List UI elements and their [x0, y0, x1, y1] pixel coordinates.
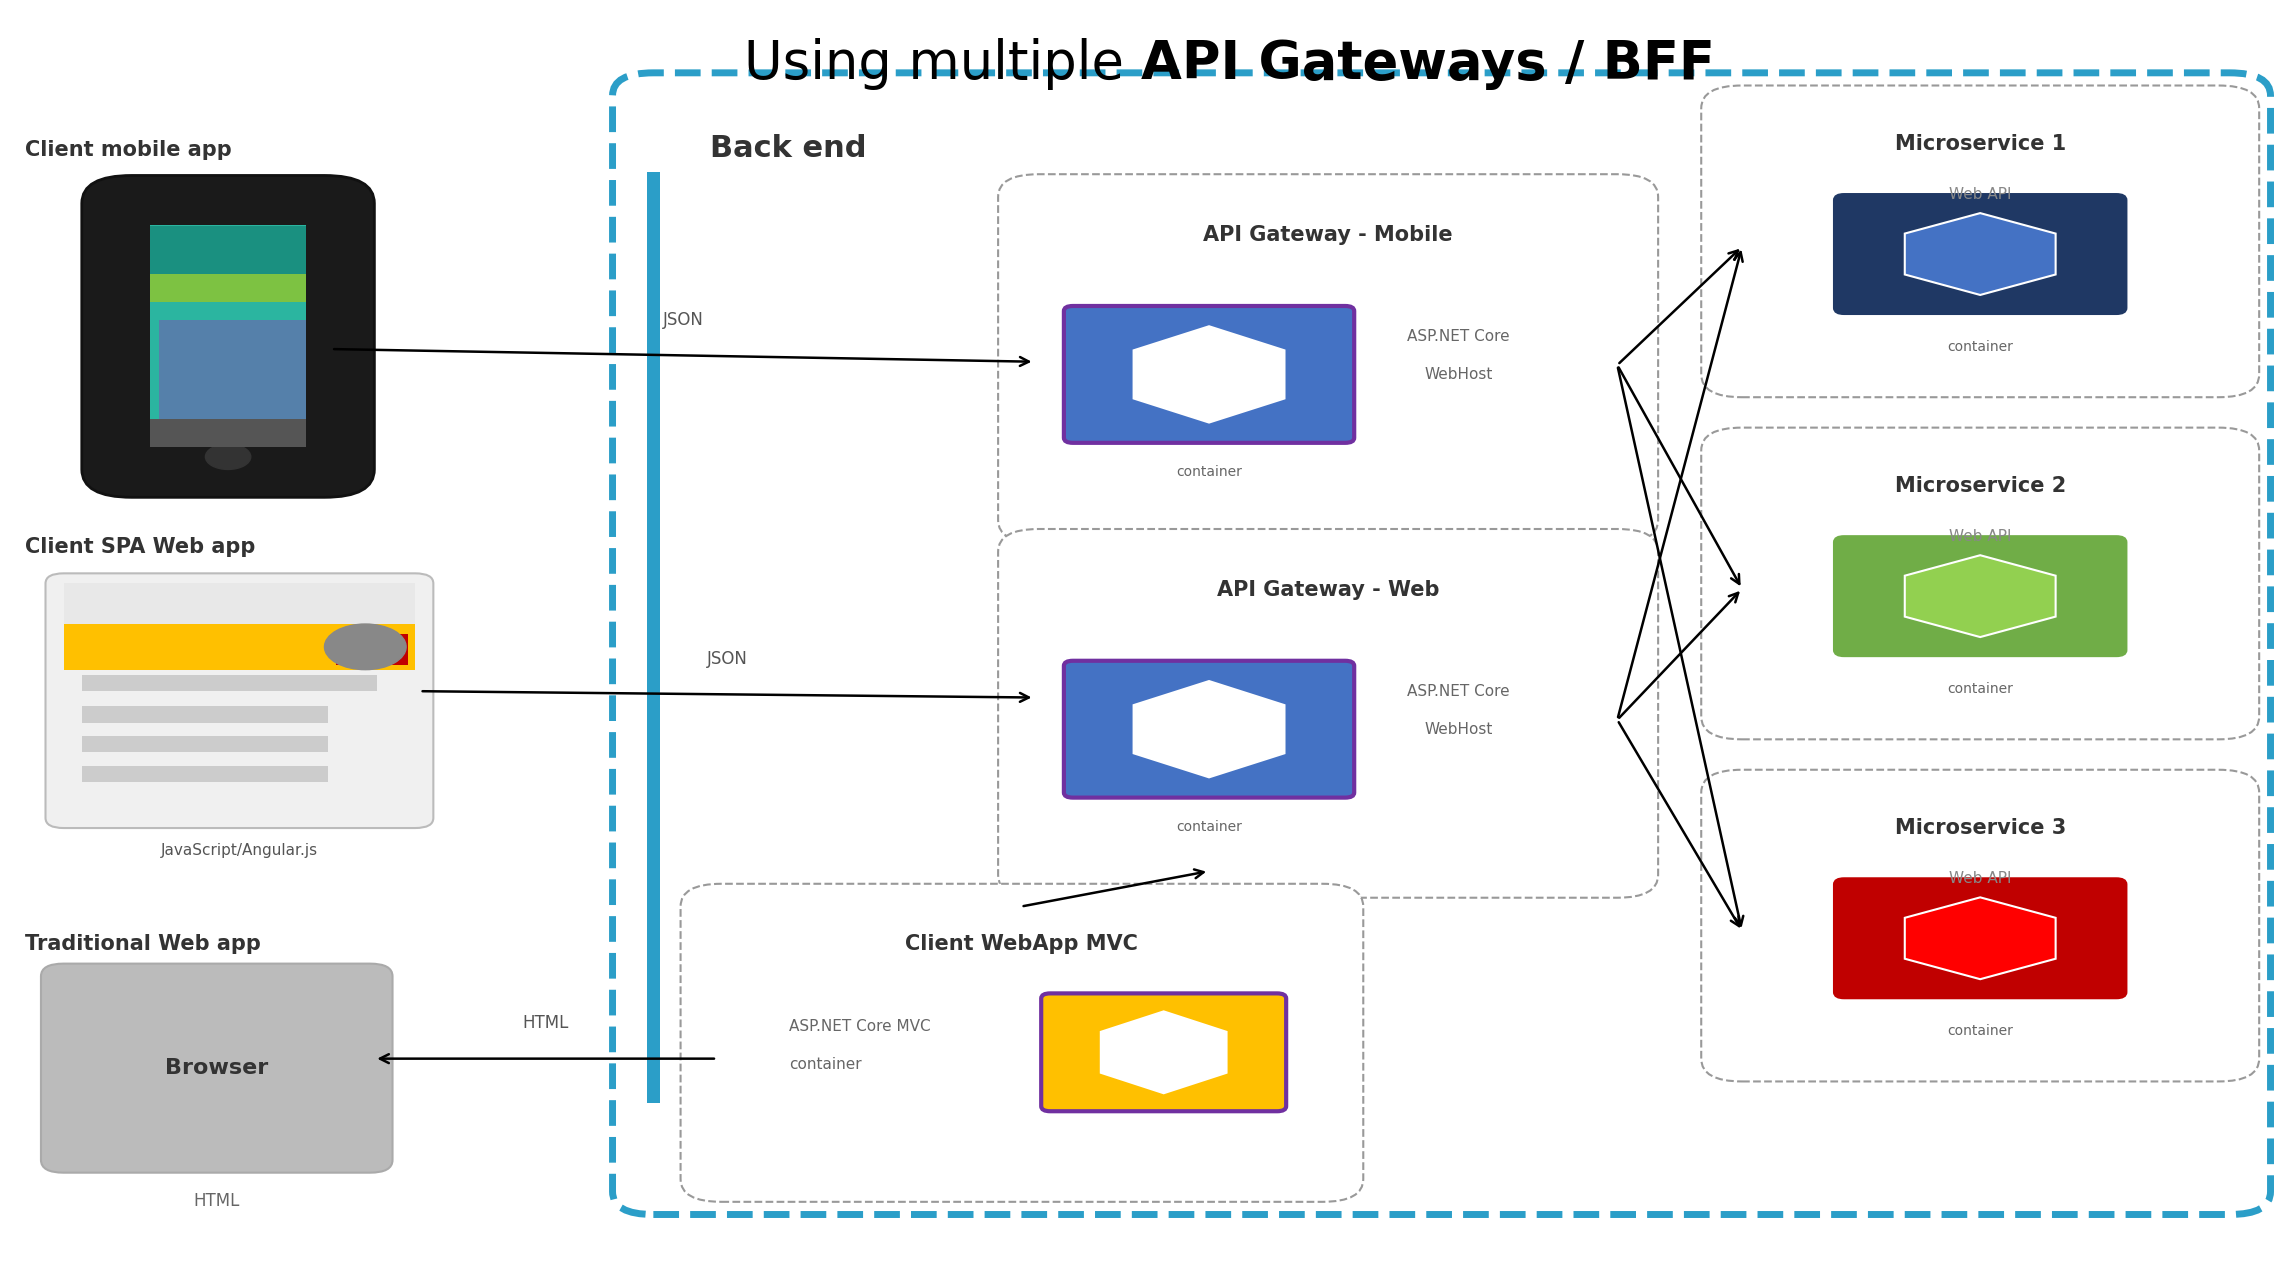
Bar [82, 675, 377, 692]
Text: API Gateway - Mobile: API Gateway - Mobile [1203, 225, 1454, 245]
Text: ASP.NET Core: ASP.NET Core [1408, 684, 1511, 698]
Text: WebHost: WebHost [1424, 721, 1492, 737]
Bar [64, 583, 415, 624]
FancyBboxPatch shape [41, 963, 393, 1172]
Text: Microservice 3: Microservice 3 [1894, 817, 2065, 838]
Polygon shape [1134, 681, 1285, 778]
Text: Back end: Back end [710, 133, 867, 163]
Text: container: container [790, 1058, 863, 1072]
FancyBboxPatch shape [1063, 306, 1353, 443]
Bar [151, 274, 306, 302]
Polygon shape [1905, 555, 2056, 637]
Bar [82, 735, 329, 752]
Text: Traditional Web app: Traditional Web app [25, 934, 260, 954]
Text: WebHost: WebHost [1424, 366, 1492, 382]
Circle shape [205, 445, 251, 469]
Text: HTML: HTML [523, 1015, 568, 1032]
FancyBboxPatch shape [1041, 993, 1287, 1111]
Text: container: container [1947, 1024, 2013, 1038]
Text: API Gateway - Web: API Gateway - Web [1216, 580, 1440, 600]
Text: ASP.NET Core: ASP.NET Core [1408, 329, 1511, 343]
Text: Client WebApp MVC: Client WebApp MVC [906, 934, 1139, 954]
Text: JSON: JSON [662, 311, 703, 329]
FancyBboxPatch shape [1835, 537, 2125, 655]
FancyBboxPatch shape [997, 529, 1659, 898]
FancyBboxPatch shape [1700, 770, 2259, 1081]
FancyBboxPatch shape [680, 884, 1362, 1202]
Text: Web API: Web API [1949, 529, 2010, 544]
Bar [160, 320, 306, 447]
Text: Web API: Web API [1949, 187, 2010, 202]
Bar [151, 225, 306, 447]
FancyBboxPatch shape [997, 174, 1659, 543]
FancyBboxPatch shape [1063, 661, 1353, 798]
Polygon shape [1905, 898, 2056, 979]
Text: Browser: Browser [164, 1058, 269, 1079]
Text: container: container [1175, 820, 1241, 834]
Bar [335, 634, 408, 665]
Text: ASP.NET Core MVC: ASP.NET Core MVC [790, 1020, 931, 1035]
Text: container: container [1947, 339, 2013, 354]
FancyBboxPatch shape [1835, 195, 2125, 313]
Text: API Gateways / BFF: API Gateways / BFF [1141, 38, 1714, 90]
Text: Client mobile app: Client mobile app [25, 140, 233, 160]
Text: HTML: HTML [194, 1191, 240, 1209]
Bar [64, 624, 415, 670]
Text: Using multiple: Using multiple [744, 38, 1141, 90]
Text: Microservice 2: Microservice 2 [1894, 475, 2065, 496]
Text: Client SPA Web app: Client SPA Web app [25, 537, 256, 557]
Text: JSON: JSON [707, 649, 748, 667]
FancyBboxPatch shape [1700, 428, 2259, 739]
Bar [151, 227, 306, 274]
Bar [646, 172, 659, 1103]
FancyBboxPatch shape [46, 574, 434, 828]
FancyBboxPatch shape [82, 175, 374, 497]
Bar [82, 766, 329, 783]
FancyBboxPatch shape [1835, 879, 2125, 997]
Bar [82, 706, 329, 722]
Text: container: container [1947, 681, 2013, 696]
Polygon shape [1100, 1012, 1225, 1093]
Circle shape [324, 624, 406, 670]
Text: container: container [1175, 465, 1241, 479]
Text: JavaScript/Angular.js: JavaScript/Angular.js [160, 843, 317, 858]
FancyBboxPatch shape [1700, 86, 2259, 397]
Polygon shape [1905, 213, 2056, 295]
Bar [151, 419, 306, 447]
Text: Microservice 1: Microservice 1 [1894, 133, 2065, 154]
Text: Web API: Web API [1949, 871, 2010, 886]
Polygon shape [1134, 327, 1285, 423]
